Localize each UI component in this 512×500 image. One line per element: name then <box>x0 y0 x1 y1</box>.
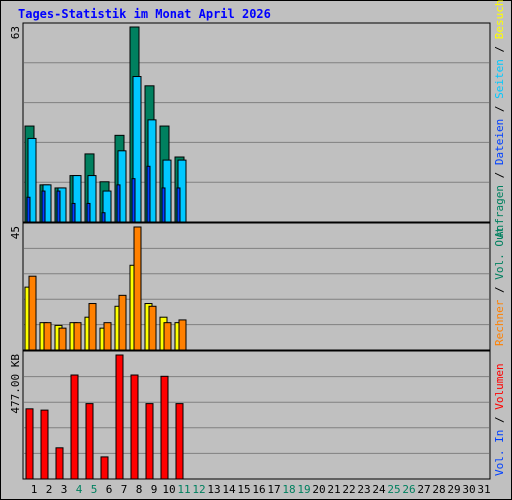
bar-rechner <box>28 275 37 351</box>
bar-volumen <box>175 403 184 480</box>
bar-seiten <box>86 202 91 223</box>
day-label: 18 <box>282 483 295 496</box>
bar-dateien <box>132 76 142 223</box>
day-label: 11 <box>177 483 190 496</box>
legend-volin-volume: Vol. In / Volumen <box>493 363 506 476</box>
bar-volumen <box>145 403 154 480</box>
legend-hosts-volout: Rechner / Vol. Out <box>493 227 506 346</box>
day-label: 30 <box>462 483 475 496</box>
day-label: 26 <box>402 483 415 496</box>
bar-rechner <box>88 303 97 351</box>
legend-item: Volumen <box>493 363 506 409</box>
bar-dateien <box>72 175 82 223</box>
day-label: 17 <box>267 483 280 496</box>
bar-volumen <box>85 403 94 480</box>
day-label: 10 <box>162 483 175 496</box>
bar-rechner <box>163 322 172 351</box>
bar-volumen <box>70 374 79 480</box>
bar-rechner <box>73 322 82 351</box>
legend-item: Vol. In <box>493 430 506 476</box>
day-label: 27 <box>417 483 430 496</box>
scale-label-requests: 63 <box>9 26 22 39</box>
day-label: 7 <box>121 483 128 496</box>
day-label: 20 <box>312 483 325 496</box>
legend-item: Besuche <box>493 0 506 39</box>
bar-rechner <box>133 226 142 351</box>
bar-seiten <box>161 187 166 223</box>
bar-seiten <box>131 178 136 223</box>
bar-volumen <box>40 409 49 480</box>
bar-volumen <box>25 408 34 480</box>
day-label: 21 <box>327 483 340 496</box>
bar-seiten <box>56 190 61 223</box>
bar-dateien <box>102 190 112 223</box>
day-label: 13 <box>207 483 220 496</box>
legend-item: Dateien <box>493 119 506 165</box>
day-label: 29 <box>447 483 460 496</box>
legend-separator: / <box>493 410 506 430</box>
bar-seiten <box>176 187 181 223</box>
legend-separator: / <box>493 99 506 119</box>
bar-seiten <box>26 196 31 223</box>
scale-label-visits: 45 <box>9 226 22 239</box>
bar-rechner <box>178 319 187 351</box>
day-label: 1 <box>31 483 38 496</box>
day-label: 3 <box>61 483 68 496</box>
day-label: 6 <box>106 483 113 496</box>
day-label: 28 <box>432 483 445 496</box>
bar-seiten <box>116 184 121 223</box>
bar-dateien <box>27 137 37 223</box>
day-label: 19 <box>297 483 310 496</box>
bar-rechner <box>58 327 67 351</box>
bar-seiten <box>71 202 76 223</box>
bar-seiten <box>146 165 151 223</box>
bar-rechner <box>148 305 157 351</box>
legend-separator: / <box>493 39 506 59</box>
chart-title: Tages-Statistik im Monat April 2026 <box>18 7 271 21</box>
bar-dateien <box>87 175 97 223</box>
bar-seiten <box>41 190 46 223</box>
bar-rechner <box>118 294 127 351</box>
legend-item: Rechner <box>493 299 506 346</box>
day-label: 31 <box>477 483 490 496</box>
bar-volumen <box>130 374 139 480</box>
bar-rechner <box>43 322 52 351</box>
legend-item: Anfragen <box>493 185 506 238</box>
scale-label-volume: 477.00 KB <box>9 354 22 414</box>
legend-requests-visits: Anfragen / Dateien / Seiten / Besuche <box>493 0 506 238</box>
day-label: 16 <box>252 483 265 496</box>
day-label: 8 <box>136 483 143 496</box>
day-label: 25 <box>387 483 400 496</box>
legend-separator: / <box>493 165 506 185</box>
bar-seiten <box>101 212 106 223</box>
bar-volumen <box>160 375 169 480</box>
day-label: 24 <box>372 483 386 496</box>
day-label: 15 <box>237 483 250 496</box>
day-label: 22 <box>342 483 355 496</box>
day-label: 2 <box>46 483 53 496</box>
bar-rechner <box>103 322 112 351</box>
legend-item: Vol. Out <box>493 227 506 280</box>
bar-volumen <box>115 354 124 480</box>
day-label: 4 <box>76 483 83 496</box>
day-label: 14 <box>222 483 236 496</box>
day-label: 9 <box>151 483 158 496</box>
legend-separator: / <box>493 280 506 300</box>
day-label: 5 <box>91 483 98 496</box>
day-label: 12 <box>192 483 205 496</box>
day-label: 23 <box>357 483 370 496</box>
bar-volumen <box>100 456 109 480</box>
legend-item: Seiten <box>493 59 506 99</box>
bar-volumen <box>55 447 64 480</box>
